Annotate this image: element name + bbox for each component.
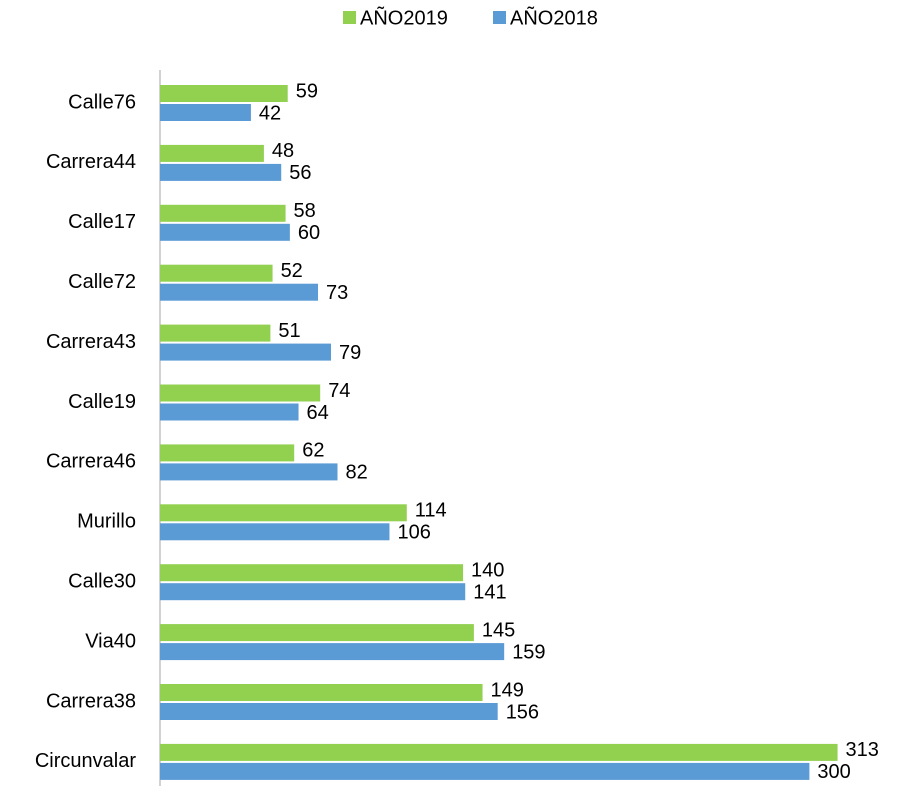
value-label: 51 bbox=[278, 320, 300, 342]
y-tick-label: Carrera44 bbox=[46, 151, 136, 173]
bar bbox=[160, 504, 407, 522]
y-tick-label: Calle17 bbox=[68, 211, 136, 233]
bar bbox=[160, 104, 251, 121]
value-label: 114 bbox=[415, 500, 447, 522]
y-tick-label: Via40 bbox=[85, 630, 136, 652]
y-tick-label: Carrera46 bbox=[46, 451, 136, 473]
bar bbox=[160, 643, 505, 661]
value-label: 156 bbox=[506, 701, 539, 723]
y-tick-label: Circunvalar bbox=[35, 750, 136, 772]
bar bbox=[160, 163, 282, 181]
bar bbox=[160, 762, 810, 780]
value-label: 145 bbox=[482, 619, 515, 641]
value-label: 60 bbox=[298, 222, 320, 244]
value-label: 74 bbox=[328, 380, 350, 402]
bar bbox=[160, 624, 474, 642]
value-label: 56 bbox=[289, 162, 311, 184]
bar bbox=[160, 444, 295, 462]
bar bbox=[160, 384, 321, 402]
value-label: 59 bbox=[296, 80, 318, 102]
value-label: 42 bbox=[259, 102, 281, 124]
bar bbox=[160, 523, 390, 541]
bar bbox=[160, 204, 286, 222]
bar bbox=[160, 684, 483, 701]
bar bbox=[160, 403, 299, 421]
value-label: 106 bbox=[397, 522, 430, 544]
bar bbox=[160, 264, 273, 282]
value-label: 73 bbox=[326, 282, 348, 304]
value-label: 300 bbox=[817, 761, 850, 783]
legend-label: AÑO2018 bbox=[510, 5, 598, 29]
y-tick-label: Calle30 bbox=[68, 570, 136, 592]
bar bbox=[160, 283, 319, 301]
legend-label: AÑO2019 bbox=[360, 5, 448, 29]
value-label: 82 bbox=[346, 462, 368, 484]
value-label: 141 bbox=[473, 581, 506, 603]
value-label: 58 bbox=[294, 200, 316, 222]
bar bbox=[160, 223, 290, 241]
bar bbox=[160, 703, 498, 720]
y-tick-label: Murillo bbox=[77, 511, 136, 533]
y-tick-label: Calle19 bbox=[68, 391, 136, 413]
y-tick-label: Calle72 bbox=[68, 271, 136, 293]
value-label: 313 bbox=[846, 739, 879, 761]
bar bbox=[160, 85, 288, 102]
y-tick-label: Carrera43 bbox=[46, 331, 136, 353]
value-label: 149 bbox=[491, 679, 524, 701]
value-label: 79 bbox=[339, 342, 361, 364]
value-label: 52 bbox=[281, 260, 303, 282]
bar bbox=[160, 564, 464, 582]
value-label: 48 bbox=[272, 140, 294, 162]
bar bbox=[160, 324, 271, 342]
value-label: 62 bbox=[302, 440, 324, 462]
bar bbox=[160, 463, 338, 481]
y-tick-label: Calle76 bbox=[68, 91, 136, 113]
bar bbox=[160, 343, 332, 361]
value-label: 159 bbox=[512, 641, 545, 663]
value-label: 64 bbox=[307, 402, 329, 424]
legend-swatch bbox=[493, 11, 506, 24]
legend-swatch bbox=[343, 11, 356, 24]
bar bbox=[160, 583, 466, 601]
y-tick-label: Carrera38 bbox=[46, 690, 136, 712]
value-label: 140 bbox=[471, 559, 504, 581]
bar bbox=[160, 743, 838, 761]
bar bbox=[160, 144, 264, 162]
